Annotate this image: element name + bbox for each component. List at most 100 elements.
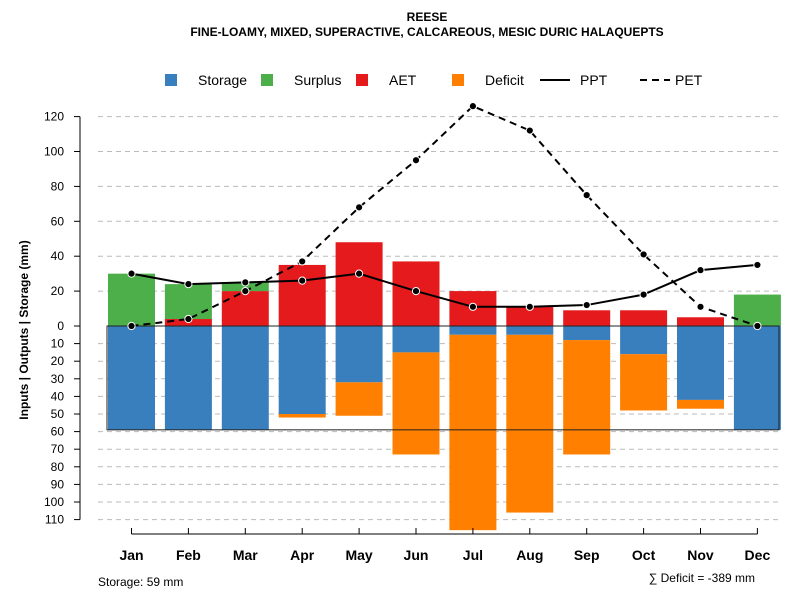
- legend: Storage Surplus AET Deficit PPT PET: [165, 72, 703, 88]
- ppt-point: [127, 269, 136, 278]
- deficit-bar: [392, 352, 440, 455]
- legend-label: Deficit: [485, 72, 524, 88]
- y-tick-label: 20: [51, 284, 65, 298]
- storage-bar: [278, 326, 326, 414]
- x-tick-label: Jul: [463, 547, 483, 563]
- pet-point: [525, 126, 534, 135]
- ppt-point: [582, 300, 591, 310]
- y-tick-label: 120: [44, 110, 64, 124]
- storage-bar: [392, 326, 440, 353]
- x-tick-label: Feb: [176, 547, 201, 563]
- chart-subtitle: FINE-LOAMY, MIXED, SUPERACTIVE, CALCAREO…: [190, 25, 663, 39]
- aet-bar: [278, 264, 326, 326]
- deficit-bar: [278, 414, 326, 418]
- y-tick-label: 40: [51, 249, 65, 263]
- y-tick-label: 30: [51, 372, 65, 386]
- aet-bar: [221, 291, 269, 326]
- pet-point: [127, 321, 136, 331]
- pet-point: [298, 257, 307, 266]
- legend-label: AET: [389, 72, 417, 88]
- surplus-bar: [221, 282, 269, 292]
- storage-bar: [677, 326, 724, 400]
- axes: 0 20 40 60 80 100 120 10 20 30 40 50 60 70 80 90 100 110 J…: [44, 110, 770, 563]
- deficit-bar: [506, 334, 554, 513]
- bars: [106, 242, 781, 531]
- deficit-bar: [449, 334, 497, 531]
- y-tick-label: 80: [51, 460, 65, 474]
- storage-bar: [733, 326, 781, 430]
- y-tick-label: 10: [51, 337, 65, 351]
- legend-label: Surplus: [294, 72, 341, 88]
- y-tick-label: 110: [45, 513, 64, 527]
- ppt-point: [753, 260, 762, 270]
- y-tick-label: 40: [51, 389, 65, 403]
- pet-point: [639, 250, 648, 259]
- storage-bar: [108, 326, 155, 430]
- ppt-point: [411, 287, 421, 296]
- pet-line: [131, 104, 758, 327]
- storage-bar: [620, 326, 668, 355]
- surplus-bar: [108, 273, 155, 326]
- ppt-point: [241, 278, 250, 287]
- storage-bar: [506, 326, 554, 335]
- storage-capacity-box: [106, 325, 780, 431]
- legend-swatch: [261, 74, 273, 86]
- storage-bar: [563, 326, 611, 341]
- ppt-point: [298, 276, 307, 285]
- deficit-bar: [335, 382, 383, 416]
- deficit-footer: ∑ Deficit = -389 mm: [649, 571, 755, 585]
- storage-bar: [335, 326, 383, 383]
- chart-title: REESE: [407, 10, 448, 24]
- surplus-bar: [733, 294, 781, 326]
- y-tick-label: 20: [51, 354, 65, 368]
- pet-point: [753, 321, 762, 331]
- legend-label: PPT: [580, 72, 608, 88]
- pet-point: [355, 203, 364, 212]
- x-tick-label: Jan: [119, 547, 143, 563]
- y-tick-label: 100: [44, 495, 64, 509]
- x-tick-label: May: [345, 547, 372, 563]
- ppt-point: [468, 302, 477, 311]
- legend-swatch: [452, 74, 464, 86]
- legend-label: PET: [675, 72, 703, 88]
- storage-bar: [164, 326, 212, 430]
- ppt-line: [131, 263, 758, 308]
- legend-label: Storage: [198, 72, 247, 88]
- x-tick-label: Jun: [404, 547, 429, 563]
- x-tick-label: Aug: [516, 547, 543, 563]
- storage-footer: Storage: 59 mm: [98, 575, 183, 589]
- y-tick-label: 50: [51, 407, 65, 421]
- ppt-point: [639, 290, 648, 299]
- y-axis-label: Inputs | Outputs | Storage (mm): [17, 240, 31, 419]
- y-tick-label: 60: [51, 214, 65, 228]
- aet-bar: [506, 306, 554, 326]
- storage-bar: [221, 326, 269, 430]
- x-tick-label: Nov: [687, 547, 714, 563]
- y-tick-label: 80: [51, 179, 65, 193]
- x-tick-label: Mar: [233, 547, 258, 563]
- aet-bar: [563, 310, 611, 326]
- pet-point: [184, 314, 193, 324]
- legend-swatch: [165, 74, 177, 86]
- ppt-point: [355, 269, 364, 278]
- deficit-bar: [563, 340, 611, 455]
- surplus-bar: [164, 284, 212, 320]
- x-tick-label: Sep: [574, 547, 600, 563]
- x-tick-label: Apr: [290, 547, 315, 563]
- x-tick-label: Dec: [745, 547, 771, 563]
- pet-point: [582, 191, 591, 200]
- y-tick-label: 90: [51, 477, 65, 491]
- pet-point: [468, 102, 477, 111]
- series-lines: [127, 102, 762, 331]
- y-tick-label: 100: [44, 145, 64, 159]
- ppt-point: [525, 302, 534, 311]
- aet-bar: [620, 310, 668, 326]
- pet-point: [696, 302, 705, 311]
- ppt-point: [184, 280, 193, 289]
- y-tick-label: 60: [51, 425, 65, 439]
- pet-point: [241, 287, 250, 296]
- aet-bar: [335, 242, 383, 326]
- y-tick-label: 0: [57, 319, 64, 333]
- y-tick-label: 70: [51, 442, 65, 456]
